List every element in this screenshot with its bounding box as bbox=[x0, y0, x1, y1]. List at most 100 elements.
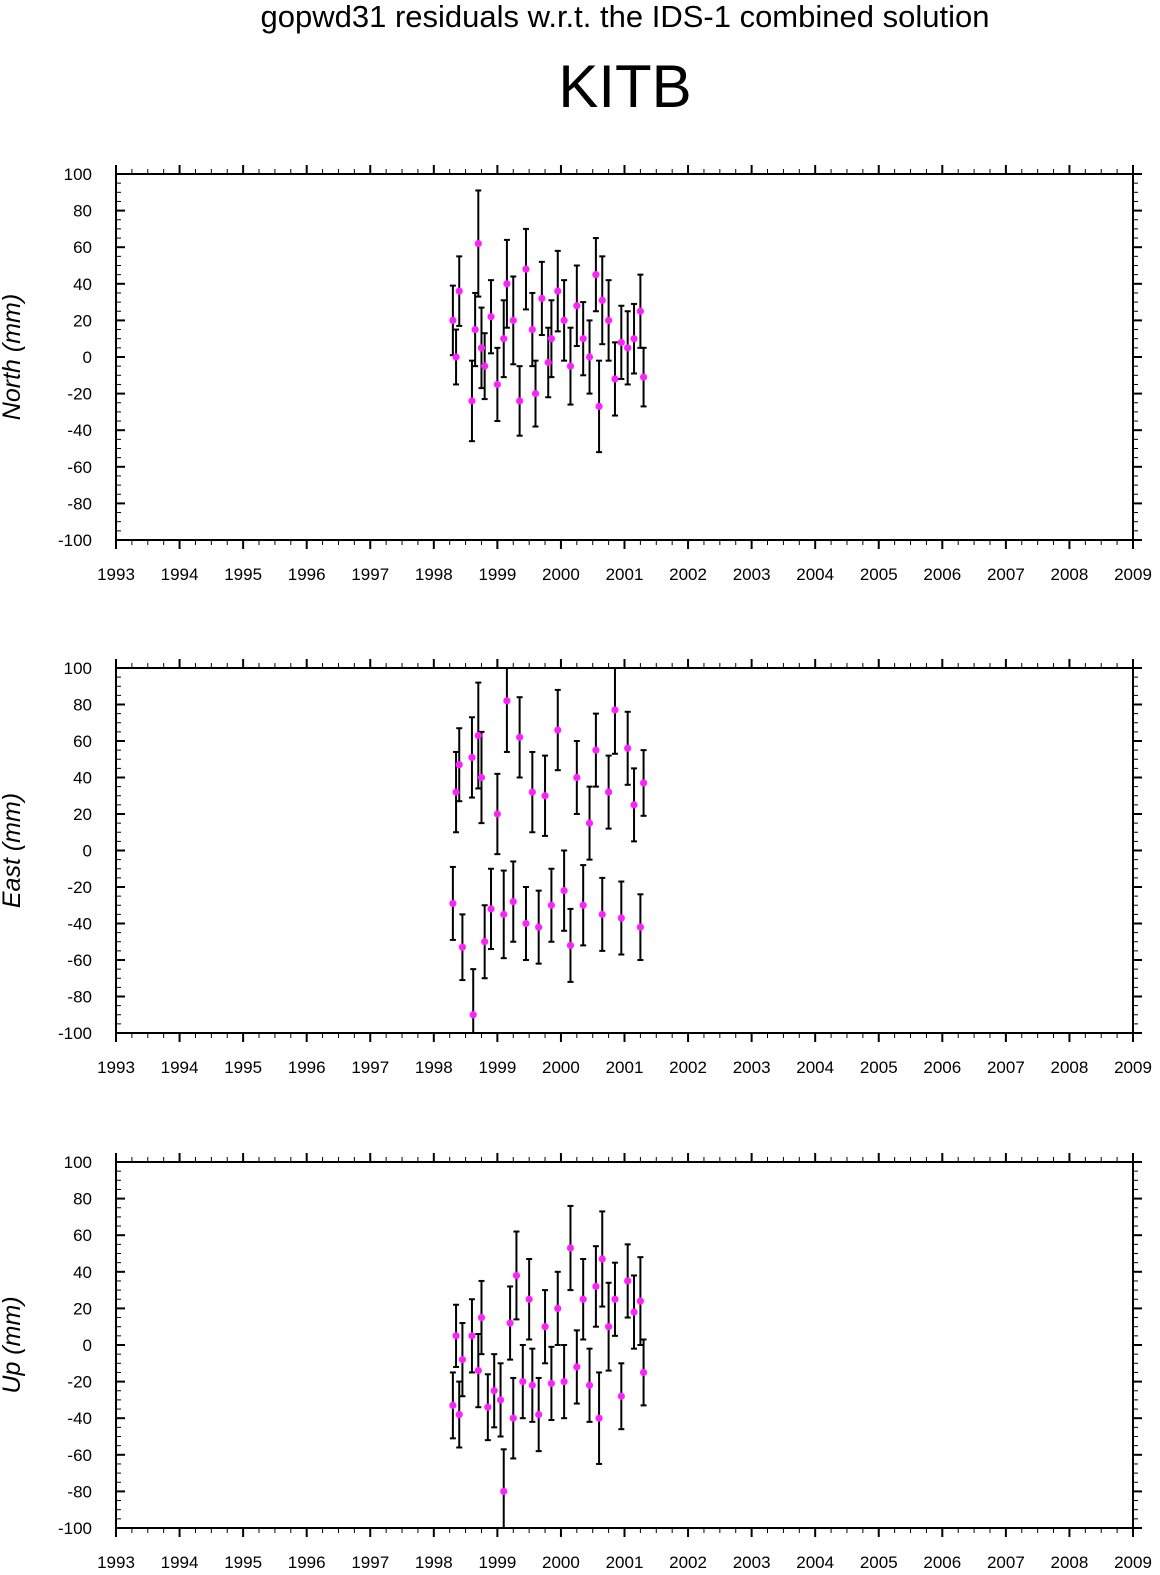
y-axis-title: North (mm) bbox=[0, 294, 26, 420]
x-tick-label: 2002 bbox=[669, 1553, 707, 1572]
x-tick-label: 2001 bbox=[606, 565, 644, 584]
data-point bbox=[528, 325, 536, 334]
data-point bbox=[468, 1332, 476, 1340]
data-point bbox=[503, 280, 511, 288]
data-point bbox=[560, 1378, 568, 1386]
y-axis-title: East (mm) bbox=[0, 793, 26, 908]
x-tick-label: 2000 bbox=[542, 1553, 580, 1572]
y-tick-label: -20 bbox=[67, 1373, 92, 1392]
y-tick-label: -100 bbox=[58, 531, 92, 550]
data-point bbox=[516, 397, 524, 405]
x-tick-label: 1998 bbox=[415, 565, 453, 584]
x-tick-label: 2004 bbox=[796, 565, 834, 584]
data-point bbox=[611, 1295, 619, 1303]
data-point bbox=[525, 1295, 533, 1303]
x-tick-label: 1996 bbox=[288, 1058, 326, 1077]
y-tick-label: 80 bbox=[73, 202, 92, 221]
data-point bbox=[500, 1487, 508, 1495]
data-point bbox=[487, 313, 495, 321]
data-point bbox=[547, 1379, 556, 1388]
data-point bbox=[598, 1255, 606, 1263]
x-tick-label: 2008 bbox=[1051, 565, 1089, 584]
data-point bbox=[500, 910, 508, 918]
data-point bbox=[509, 316, 517, 324]
data-point bbox=[547, 335, 556, 343]
data-point bbox=[512, 1271, 521, 1280]
data-point bbox=[624, 344, 632, 352]
data-point bbox=[474, 239, 482, 248]
data-point bbox=[585, 1381, 594, 1389]
data-point bbox=[560, 887, 568, 895]
x-tick-label: 1993 bbox=[97, 1058, 135, 1077]
x-tick-label: 1997 bbox=[351, 1058, 389, 1077]
x-tick-label: 2002 bbox=[669, 565, 707, 584]
data-point bbox=[636, 1297, 644, 1305]
data-point bbox=[541, 1323, 549, 1331]
data-point bbox=[617, 914, 625, 922]
data-point bbox=[535, 923, 543, 931]
data-point bbox=[500, 335, 508, 343]
y-tick-label: -40 bbox=[67, 915, 92, 934]
data-point bbox=[605, 788, 613, 796]
data-point bbox=[617, 338, 625, 346]
x-tick-label: 1995 bbox=[224, 1553, 262, 1572]
x-tick-label: 1994 bbox=[161, 565, 199, 584]
x-tick-label: 1993 bbox=[97, 1553, 135, 1572]
data-point bbox=[598, 296, 606, 304]
data-point bbox=[554, 287, 562, 295]
y-tick-label: -80 bbox=[67, 988, 92, 1007]
y-tick-label: -60 bbox=[67, 1446, 92, 1465]
data-point bbox=[579, 335, 587, 343]
y-tick-label: -20 bbox=[67, 878, 92, 897]
data-point bbox=[477, 344, 486, 352]
page-title: gopwd31 residuals w.r.t. the IDS-1 combi… bbox=[260, 0, 990, 34]
data-point bbox=[474, 731, 482, 740]
y-tick-label: -80 bbox=[67, 494, 92, 513]
data-point bbox=[636, 307, 644, 315]
data-point bbox=[449, 899, 457, 908]
data-point bbox=[484, 1403, 492, 1411]
data-point bbox=[592, 271, 600, 279]
x-tick-label: 2007 bbox=[987, 565, 1025, 584]
data-point bbox=[541, 792, 549, 800]
data-point bbox=[522, 265, 530, 273]
data-point bbox=[560, 316, 568, 324]
x-tick-label: 2008 bbox=[1051, 1553, 1089, 1572]
data-point bbox=[639, 373, 648, 381]
data-point bbox=[528, 1381, 536, 1389]
data-point bbox=[509, 1414, 517, 1422]
y-tick-label: 100 bbox=[64, 1153, 92, 1172]
data-point bbox=[455, 761, 463, 769]
data-point bbox=[477, 773, 486, 782]
x-tick-label: 1996 bbox=[288, 565, 326, 584]
x-tick-label: 2008 bbox=[1051, 1058, 1089, 1077]
up-panel: 1993 1994 1995 1996 1997 1998 1999 2000 2001 2002… bbox=[0, 1153, 1152, 1572]
x-tick-label: 1997 bbox=[351, 1553, 389, 1572]
y-tick-label: -60 bbox=[67, 951, 92, 970]
x-tick-label: 2004 bbox=[796, 1058, 834, 1077]
x-tick-label: 2009 bbox=[1114, 1553, 1152, 1572]
east-panel: 1993 1994 1995 1996 1997 1998 1999 2000 2001 2002… bbox=[0, 659, 1152, 1077]
y-tick-label: -100 bbox=[58, 1519, 92, 1538]
data-point bbox=[611, 375, 619, 383]
north-panel: 1993 1994 1995 1996 1997 1998 1999 2000 2001 2002… bbox=[0, 165, 1152, 584]
x-tick-label: 1997 bbox=[351, 565, 389, 584]
plot-frame bbox=[115, 667, 1134, 1034]
data-point bbox=[630, 801, 638, 809]
data-point bbox=[455, 1410, 463, 1419]
x-tick-label: 2006 bbox=[923, 565, 961, 584]
data-point bbox=[579, 901, 587, 909]
data-point bbox=[481, 362, 489, 370]
y-tick-label: -80 bbox=[67, 1482, 92, 1501]
data-point bbox=[458, 943, 467, 951]
data-point bbox=[452, 788, 460, 796]
data-point bbox=[449, 1401, 457, 1409]
x-tick-label: 1999 bbox=[478, 1058, 516, 1077]
x-tick-label: 1994 bbox=[161, 1553, 199, 1572]
data-point bbox=[535, 1410, 543, 1419]
x-tick-label: 2000 bbox=[542, 565, 580, 584]
data-point bbox=[531, 390, 540, 398]
x-tick-label: 2007 bbox=[987, 1058, 1025, 1077]
data-point bbox=[509, 898, 517, 906]
y-axis-title: Up (mm) bbox=[0, 1296, 26, 1393]
